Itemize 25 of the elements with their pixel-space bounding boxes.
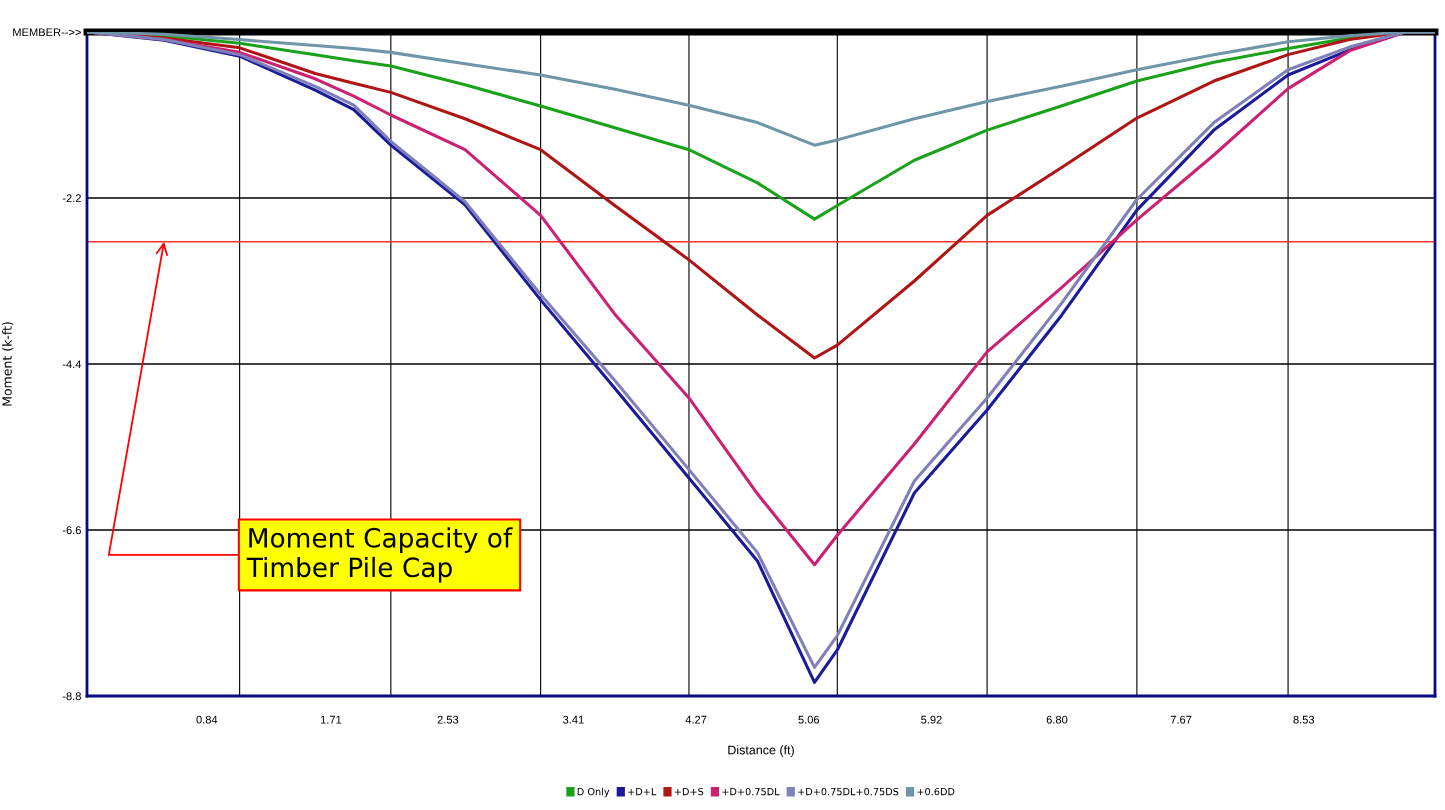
y-tick-label: -8.8 [62,692,81,701]
x-tick-label: 0.84 [196,715,218,724]
y-tick-label: -4.4 [62,360,82,369]
x-tick-label: 5.06 [798,715,820,724]
x-tick-label: 5.92 [921,715,942,724]
legend-label: +D+S [674,787,704,796]
x-axis-title: Distance (ft) [728,745,794,757]
line-series [87,32,1435,147]
x-tick-label: 6.80 [1046,715,1068,724]
legend-label: +D+0.75DL [722,787,780,796]
x-tick-label: 7.67 [1170,715,1192,724]
y-axis-title: Moment (k-ft) [2,322,14,406]
y-tick-label: MEMBER-->> [13,28,81,37]
legend-label: +0.6DD [917,787,955,796]
x-tick-label: 3.41 [563,715,584,724]
x-tick-label: 4.27 [685,715,707,724]
x-tick-label: 8.53 [1293,715,1315,724]
x-tick-label: 1.71 [320,715,342,724]
y-tick-label: -2.2 [62,194,81,203]
legend-label: +D+0.75DL+0.75DS [798,787,899,796]
x-tick-label: 2.53 [437,715,459,724]
legend-label: +D+L [628,788,657,796]
annotation: Moment Capacity of Timber Pile Cap [246,527,513,583]
y-tick-label: -6.6 [62,526,81,535]
legend-label: D Only [577,787,610,798]
